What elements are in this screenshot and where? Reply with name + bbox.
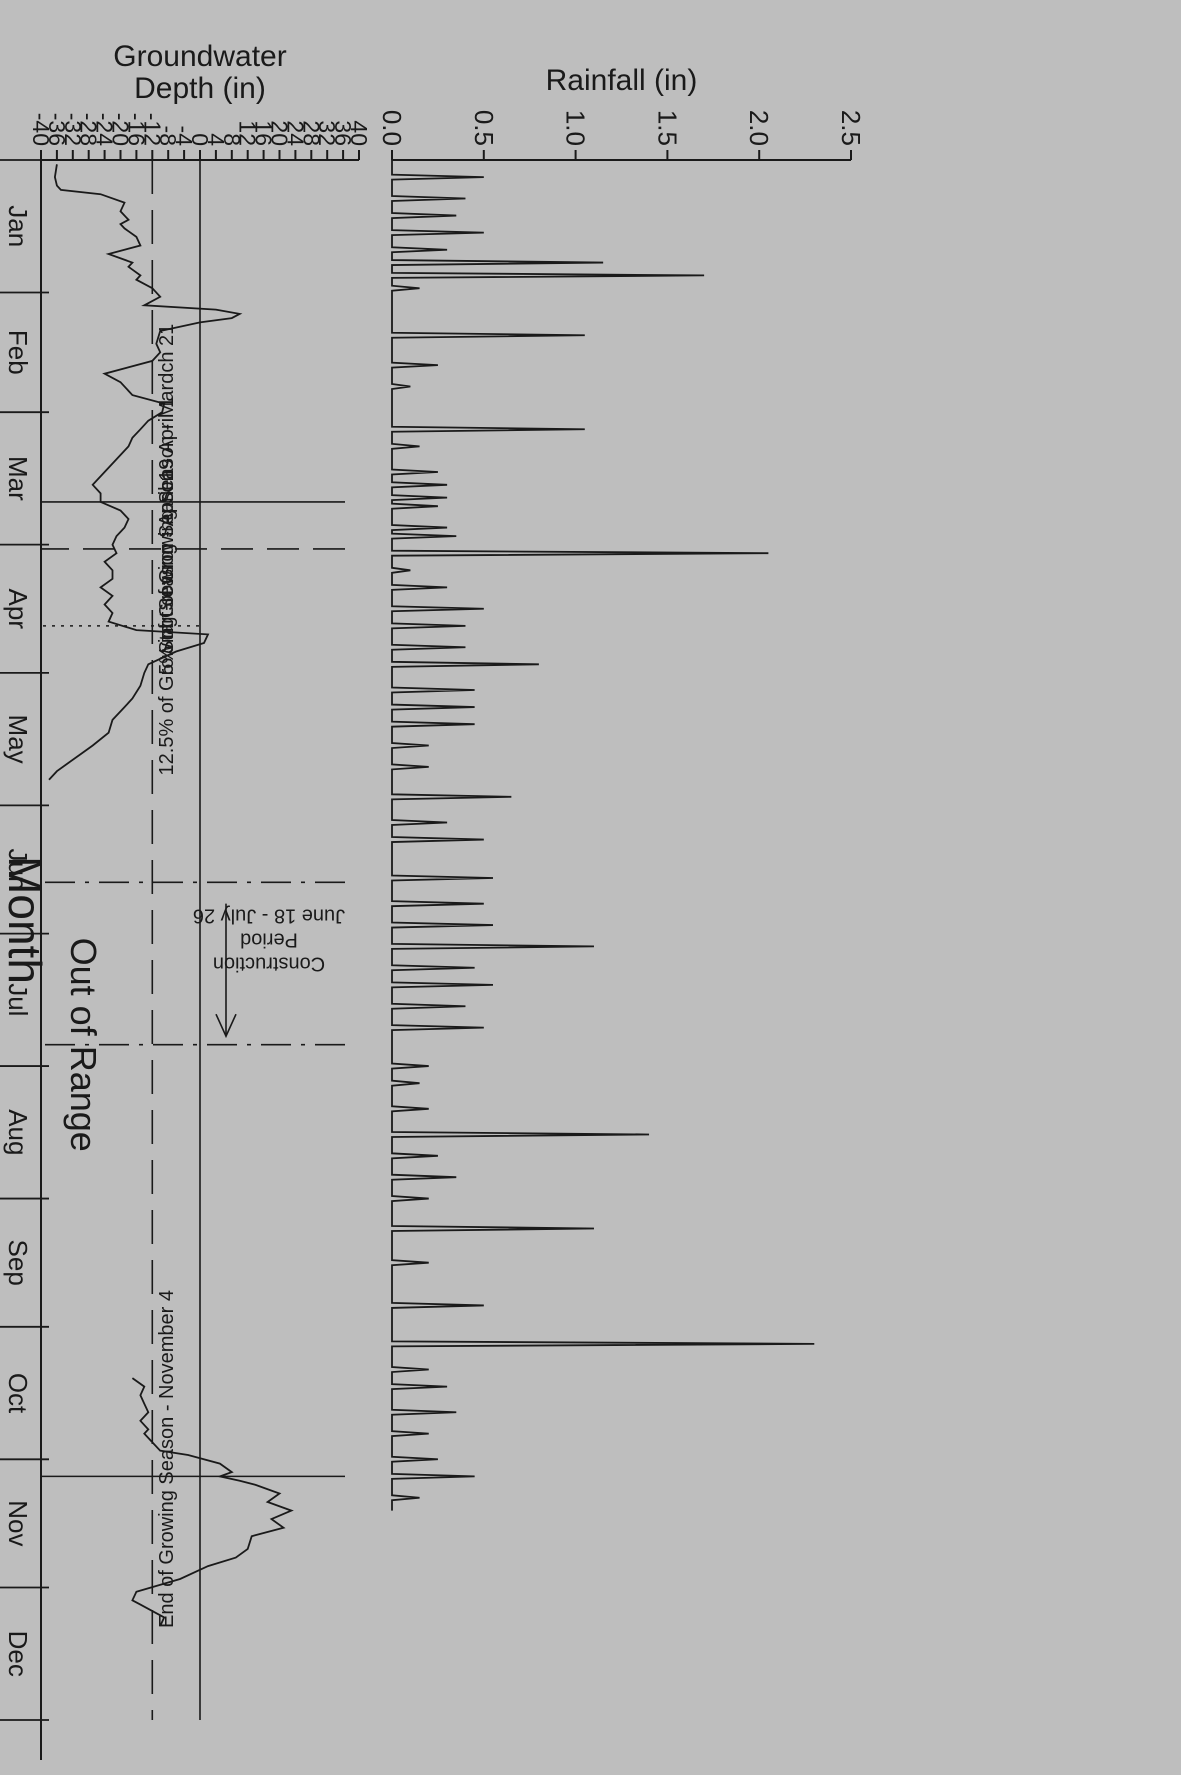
rainfall-tick-label: 0.5 [469,110,499,146]
groundwater-tick-label: 4 [203,133,229,146]
month-label: Feb [3,330,33,375]
five-percent-label: 5% of Growing Season - April 1 [156,397,178,675]
month-label: Apr [3,589,33,630]
month-label: Nov [3,1500,33,1546]
start-growing-season-label: Start of Growing Season - Mardch 21 [156,324,178,654]
groundwater-axis-label-line: Depth (in) [134,72,266,105]
groundwater-series [48,164,294,1627]
groundwater-tick-label: 0 [187,133,213,146]
groundwater-tick-label: -36 [44,113,70,146]
month-label: May [3,715,33,764]
x-axis-label: Month [0,856,51,984]
groundwater-tick-label: 8 [219,133,245,146]
construction-arrowhead [215,1013,237,1039]
groundwater-tick-label: 24 [282,120,308,146]
groundwater-tick-label: -16 [123,113,149,146]
construction-label-line: June 18 - July 26 [193,905,345,927]
month-label: Aug [3,1109,33,1155]
groundwater-tick-label: -12 [139,113,165,146]
rainfall-tick-label: 1.0 [561,110,591,146]
month-label: Jul [3,983,33,1016]
groundwater-tick-label: 36 [330,120,356,146]
groundwater-tick-label: 32 [314,120,340,146]
groundwater-axis-label-line: Groundwater [113,40,286,73]
month-label: Mar [3,456,33,501]
end-growing-season-label: End of Growing Season - November 4 [156,1290,178,1628]
groundwater-tick-label: -8 [155,126,181,146]
groundwater-tick-label: 40 [346,120,372,146]
groundwater-tick-label: -4 [171,126,197,147]
month-label: Oct [3,1373,33,1414]
construction-label-line: Construction [213,953,325,975]
month-label: Sep [3,1240,33,1286]
out-of-range-label: Out of Range [63,938,104,1152]
month-label: Jun [3,849,33,891]
month-label: Dec [3,1631,33,1677]
groundwater-tick-label: -40 [28,113,54,146]
groundwater-tick-label: -20 [108,113,134,146]
groundwater-tick-label: 20 [267,120,293,146]
groundwater-tick-label: 12 [235,120,261,146]
construction-label: ConstructionPeriodJune 18 - July 26 [193,905,345,975]
groundwater-line [131,1377,294,1627]
rainfall-tick-label: 2.5 [836,110,866,146]
rainfall-axis-label: Rainfall (in) [546,64,698,97]
rainfall-series [391,160,815,1511]
rainfall-tick-label: 2.0 [744,110,774,146]
rainfall-tick-label: 1.5 [652,110,682,146]
groundwater-axis-label: Groundwater Depth (in) [113,40,286,105]
groundwater-tick-label: -28 [76,113,102,146]
groundwater-tick-label: 16 [251,120,277,146]
groundwater-tick-label: 28 [298,120,324,146]
rainfall-tick-label: 0.0 [377,110,407,146]
groundwater-tick-label: -24 [92,113,118,146]
construction-label-line: Period [240,929,298,951]
annotations: Start of Growing Season - Mardch 215% of… [41,324,345,1628]
twelve-percent-label: 12.5% of Growing Season - April 19 [156,459,178,776]
rainfall-line [391,160,815,1511]
groundwater-tick-label: -32 [60,113,86,146]
month-label: Jan [3,205,33,247]
groundwater-line [48,164,243,781]
